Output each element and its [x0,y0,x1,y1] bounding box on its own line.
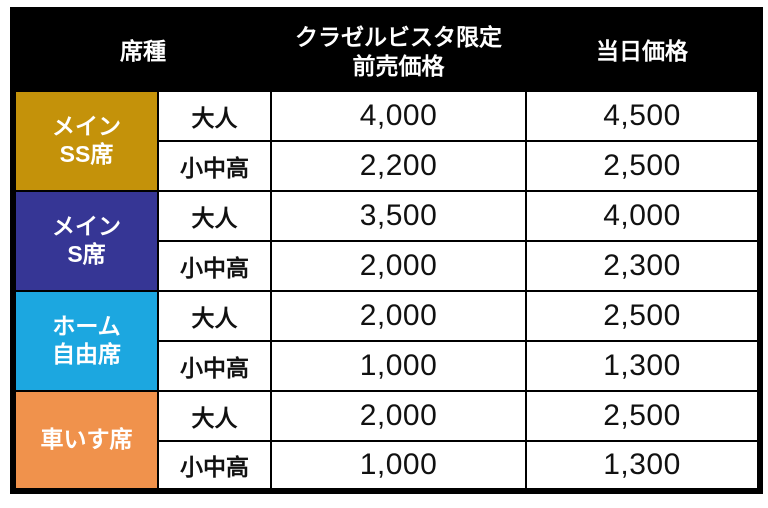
seat-type-label-line: 自由席 [52,341,121,367]
seat-type-cell: メイン SS席 [12,90,159,192]
day-price-cell: 4,500 [525,90,761,142]
advance-price-cell: 3,500 [270,190,527,242]
age-category-cell: 大人 [157,90,272,142]
ticket-price-table-container: 席種 クラゼルビスタ限定 前売価格 当日価格 メイン SS席 大人 4,000 4,50… [10,7,763,494]
day-price-cell: 2,500 [525,140,761,192]
seat-type-cell: ホーム 自由席 [12,290,159,392]
table-row: 車いす席 大人 2,000 2,500 [12,390,761,492]
seat-type-label-line: 車いす席 [40,426,133,453]
table-row: 小中高 1,000 1,300 [13,440,761,492]
age-category-cell: 小中高 [157,140,272,192]
table-row: メイン S席 大人 3,500 4,000 [12,190,761,292]
seat-type-cell: 車いす席 [12,390,159,492]
header-advance-price: クラゼルビスタ限定 前売価格 [270,9,527,92]
seat-type-label-line: ホーム [52,313,121,340]
day-price-cell: 4,000 [525,190,761,242]
advance-price-cell: 4,000 [270,90,527,142]
seat-type-label-line: メイン [52,213,121,240]
age-category-cell: 小中高 [157,240,272,292]
advance-price-cell: 1,000 [270,340,527,392]
seat-type-label-line: S席 [67,241,106,267]
header-day-price: 当日価格 [525,9,761,92]
table-row: 小中高 1,000 1,300 [13,340,761,392]
advance-price-cell: 2,000 [270,240,527,292]
advance-price-cell: 1,000 [270,440,527,492]
header-row: 席種 クラゼルビスタ限定 前売価格 当日価格 [12,9,761,92]
ticket-price-table: 席種 クラゼルビスタ限定 前売価格 当日価格 メイン SS席 大人 4,000 4,50… [10,7,763,494]
day-price-cell: 1,300 [525,440,761,492]
table-row: ホーム 自由席 大人 2,000 2,500 [12,290,761,392]
seat-type-label-line: SS席 [59,141,114,167]
day-price-cell: 2,500 [525,390,761,442]
age-category-cell: 小中高 [157,440,272,492]
advance-price-cell: 2,000 [270,390,527,442]
seat-type-label-line: メイン [52,113,121,140]
age-category-cell: 大人 [157,390,272,442]
age-category-cell: 大人 [157,190,272,242]
table-row: 小中高 2,000 2,300 [13,240,761,292]
price-table-body: メイン SS席 大人 4,000 4,500 小中高 2,200 2,500 メイン S席 大人 3,… [12,90,761,492]
header-seat-type: 席種 [12,9,272,92]
age-category-cell: 大人 [157,290,272,342]
day-price-cell: 2,300 [525,240,761,292]
day-price-cell: 1,300 [525,340,761,392]
seat-type-cell: メイン S席 [12,190,159,292]
day-price-cell: 2,500 [525,290,761,342]
age-category-cell: 小中高 [157,340,272,392]
table-row: 小中高 2,200 2,500 [13,140,761,192]
advance-price-cell: 2,000 [270,290,527,342]
advance-price-cell: 2,200 [270,140,527,192]
table-row: メイン SS席 大人 4,000 4,500 [12,90,761,192]
header-advance-price-line2: 前売価格 [352,52,445,79]
header-advance-price-line1: クラゼルビスタ限定 [295,23,502,50]
